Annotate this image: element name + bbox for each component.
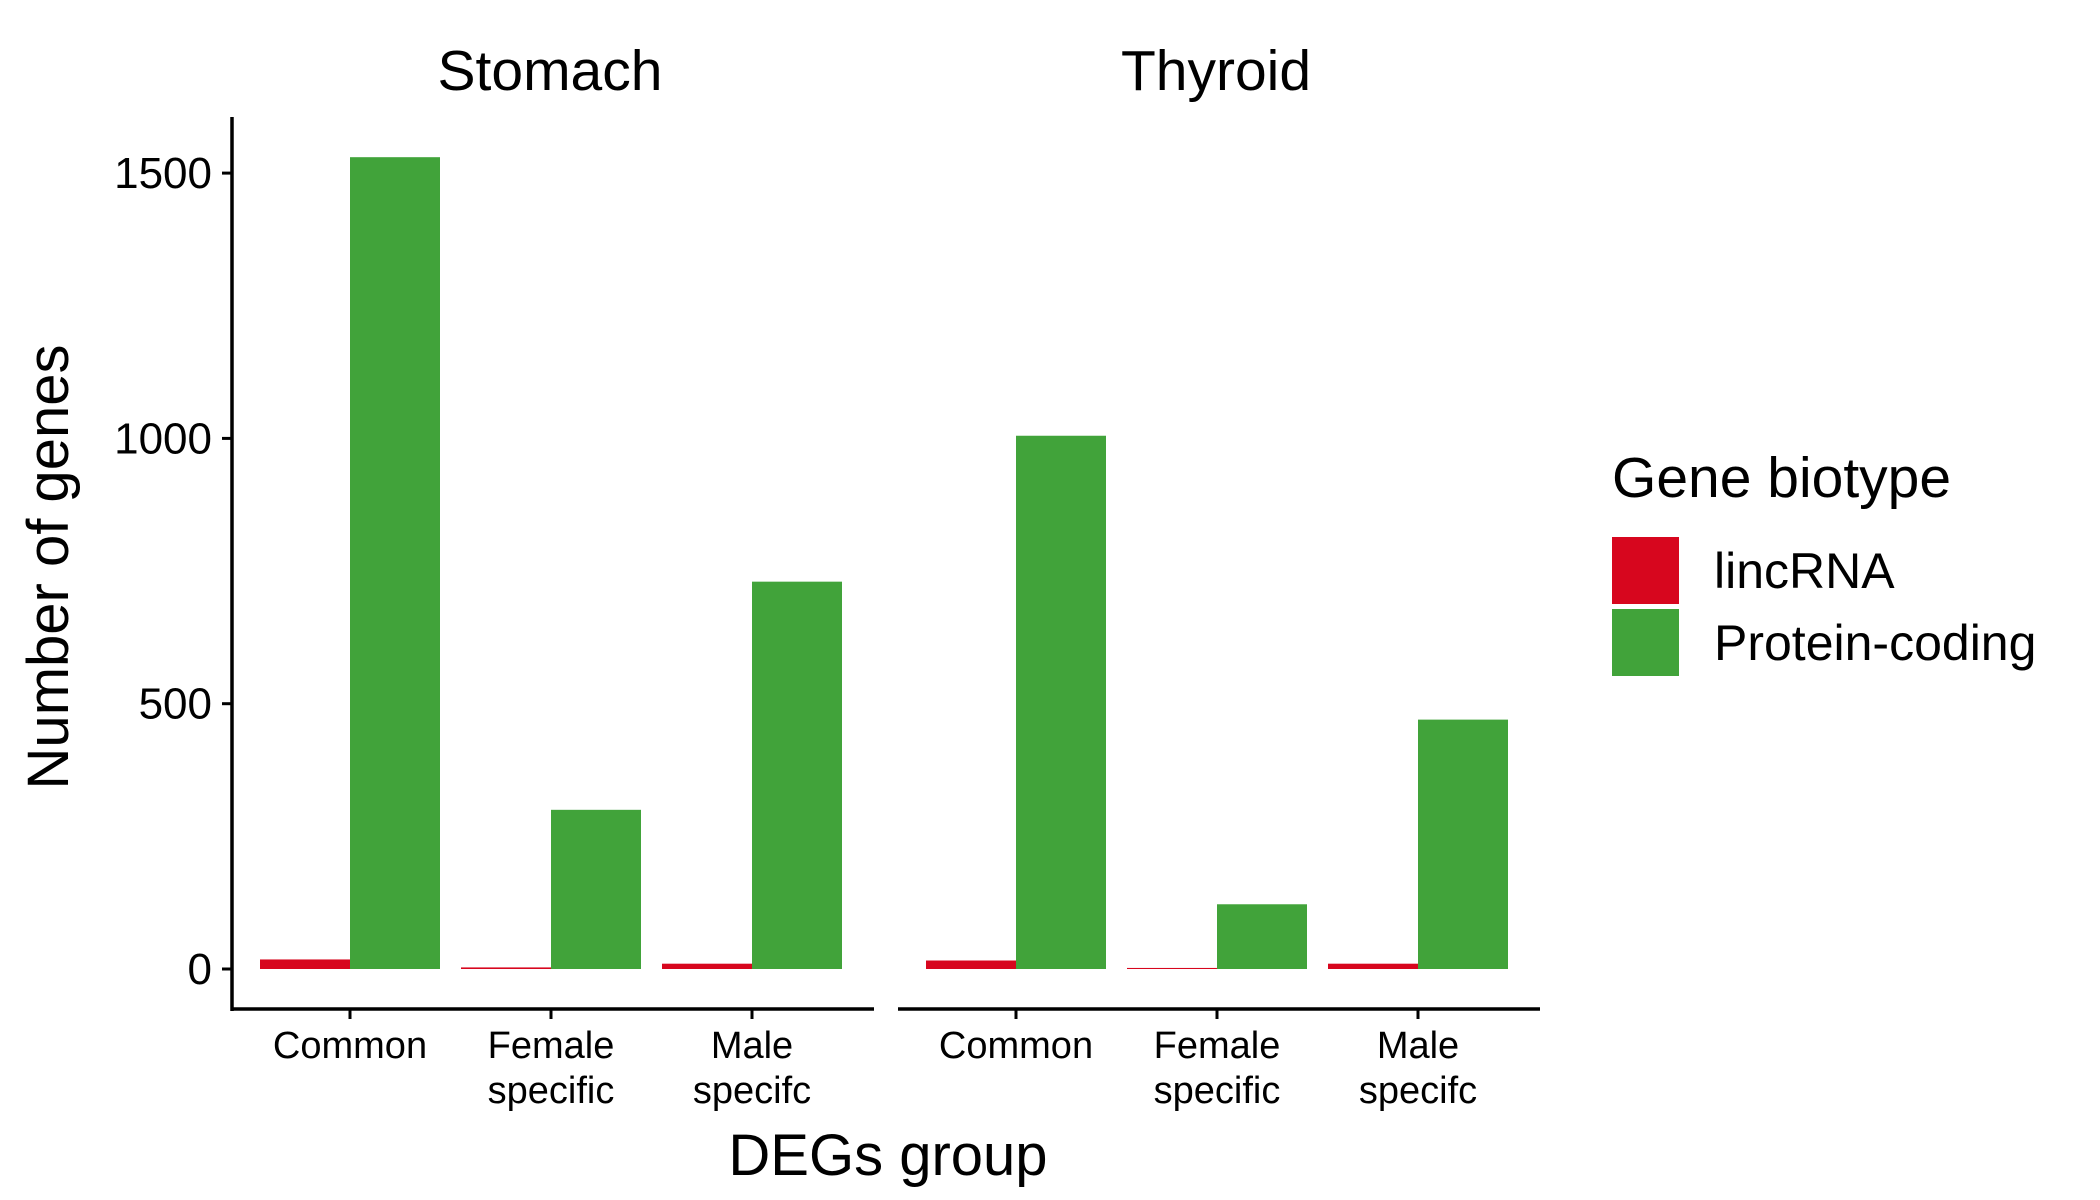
bar-protein-coding [551, 809, 641, 969]
facet-title: Stomach [438, 39, 663, 103]
facet-panel: Thyroid Common Female specific Male specifc [898, 39, 1540, 1112]
bar-lincrna [1127, 967, 1217, 969]
y-tick-label: 1000 [114, 414, 212, 463]
x-tick-label: Female specific [488, 1025, 615, 1112]
x-tick-label: Female specific [1154, 1025, 1281, 1112]
legend-label: Protein-coding [1714, 615, 2036, 671]
bar-protein-coding [1016, 435, 1106, 969]
facet-title: Thyroid [1121, 39, 1311, 103]
x-tick-label: Common [273, 1025, 427, 1067]
bar-protein-coding [752, 581, 842, 969]
legend-item: lincRNA [1612, 537, 1895, 604]
legend-items: lincRNA Protein-coding [1612, 537, 2036, 676]
bar-lincrna [260, 959, 350, 969]
bar-protein-coding [350, 157, 440, 969]
bar-protein-coding [1418, 719, 1508, 969]
y-axis: 0 500 1000 1500 [114, 117, 234, 1011]
legend-title: Gene biotype [1612, 446, 1951, 510]
y-axis-title: Number of genes [16, 345, 81, 790]
x-tick-label: Common [939, 1025, 1093, 1067]
x-tick-label: Male specifc [693, 1025, 811, 1112]
bar-protein-coding [1217, 904, 1307, 969]
x-axis-title: DEGs group [728, 1123, 1047, 1188]
bar-lincrna [926, 960, 1016, 969]
bar-lincrna [1328, 963, 1418, 969]
legend: Gene biotype lincRNA Protein-coding [1612, 446, 2036, 676]
legend-label: lincRNA [1714, 543, 1895, 599]
legend-swatch [1612, 609, 1679, 676]
facet-panel: Stomach Common Female specific Male specifc [232, 39, 874, 1112]
y-tick-label: 1500 [114, 149, 212, 198]
x-tick-label: Male specifc [1359, 1025, 1477, 1112]
bar-lincrna [461, 967, 551, 969]
y-tick-label: 500 [139, 680, 212, 729]
legend-item: Protein-coding [1612, 609, 2036, 676]
bar-lincrna [662, 963, 752, 969]
legend-swatch [1612, 537, 1679, 604]
y-tick-label: 0 [188, 945, 212, 994]
